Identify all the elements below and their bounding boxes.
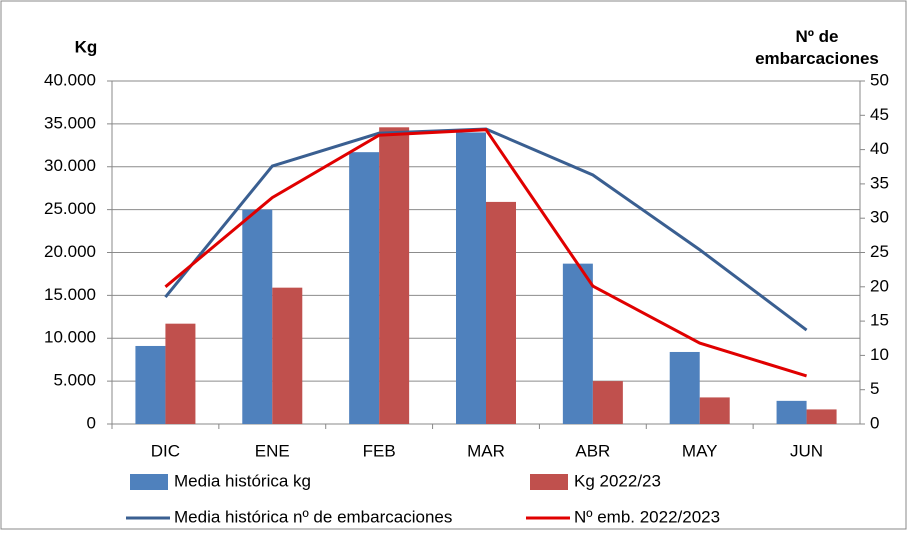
line xyxy=(164,128,808,378)
legend-swatch xyxy=(530,474,568,490)
y2-tick-label: 35 xyxy=(870,173,889,192)
bar xyxy=(562,263,593,424)
y-tick-label: 15.000 xyxy=(44,285,96,304)
y2-tick-label: 15 xyxy=(870,311,889,330)
y-tick-label: 10.000 xyxy=(44,328,96,347)
legend-label: Media histórica nº de embarcaciones xyxy=(174,507,452,526)
bar xyxy=(379,127,410,425)
y2-tick-label: 30 xyxy=(870,208,889,227)
y-tick-label: 25.000 xyxy=(44,199,96,218)
y-tick-label: 20.000 xyxy=(44,242,96,261)
bar xyxy=(272,287,303,424)
y-axis-title: Kg xyxy=(75,37,98,56)
bar xyxy=(699,397,730,424)
y2-tick-label: 20 xyxy=(870,276,889,295)
y2-tick-label: 10 xyxy=(870,345,889,364)
bar xyxy=(806,409,837,424)
y-tick-label: 5.000 xyxy=(53,371,96,390)
bar xyxy=(349,152,380,425)
bar xyxy=(592,381,623,424)
bar xyxy=(776,400,807,424)
x-tick-label: MAR xyxy=(467,441,505,460)
legend-label: Kg 2022/23 xyxy=(574,471,661,490)
y-tick-label: 40.000 xyxy=(44,70,96,89)
x-tick-label: MAY xyxy=(682,441,718,460)
bar xyxy=(456,132,486,424)
x-tick-label: ENE xyxy=(255,441,290,460)
y2-tick-label: 25 xyxy=(870,242,889,261)
bar xyxy=(135,345,166,424)
legend-label: Media histórica kg xyxy=(174,471,311,490)
y2-tick-label: 0 xyxy=(870,413,879,432)
y-tick-label: 35.000 xyxy=(44,113,96,132)
bar xyxy=(242,209,273,424)
y-tick-label: 30.000 xyxy=(44,156,96,175)
legend-swatch xyxy=(130,474,168,490)
bar xyxy=(165,323,196,424)
y2-tick-label: 45 xyxy=(870,105,889,124)
y2-tick-label: 50 xyxy=(870,70,889,89)
y2-tick-label: 5 xyxy=(870,379,879,398)
x-tick-label: JUN xyxy=(790,441,823,460)
legend-label: Nº emb. 2022/2023 xyxy=(574,507,720,526)
bar xyxy=(486,201,516,424)
x-tick-label: DIC xyxy=(151,441,180,460)
y-tick-label: 0 xyxy=(87,413,96,432)
y2-tick-label: 40 xyxy=(870,139,889,158)
x-tick-label: FEB xyxy=(363,441,396,460)
bar xyxy=(669,351,700,424)
y2-axis-title: Nº de embarcaciones xyxy=(755,27,879,68)
x-tick-label: ABR xyxy=(575,441,610,460)
